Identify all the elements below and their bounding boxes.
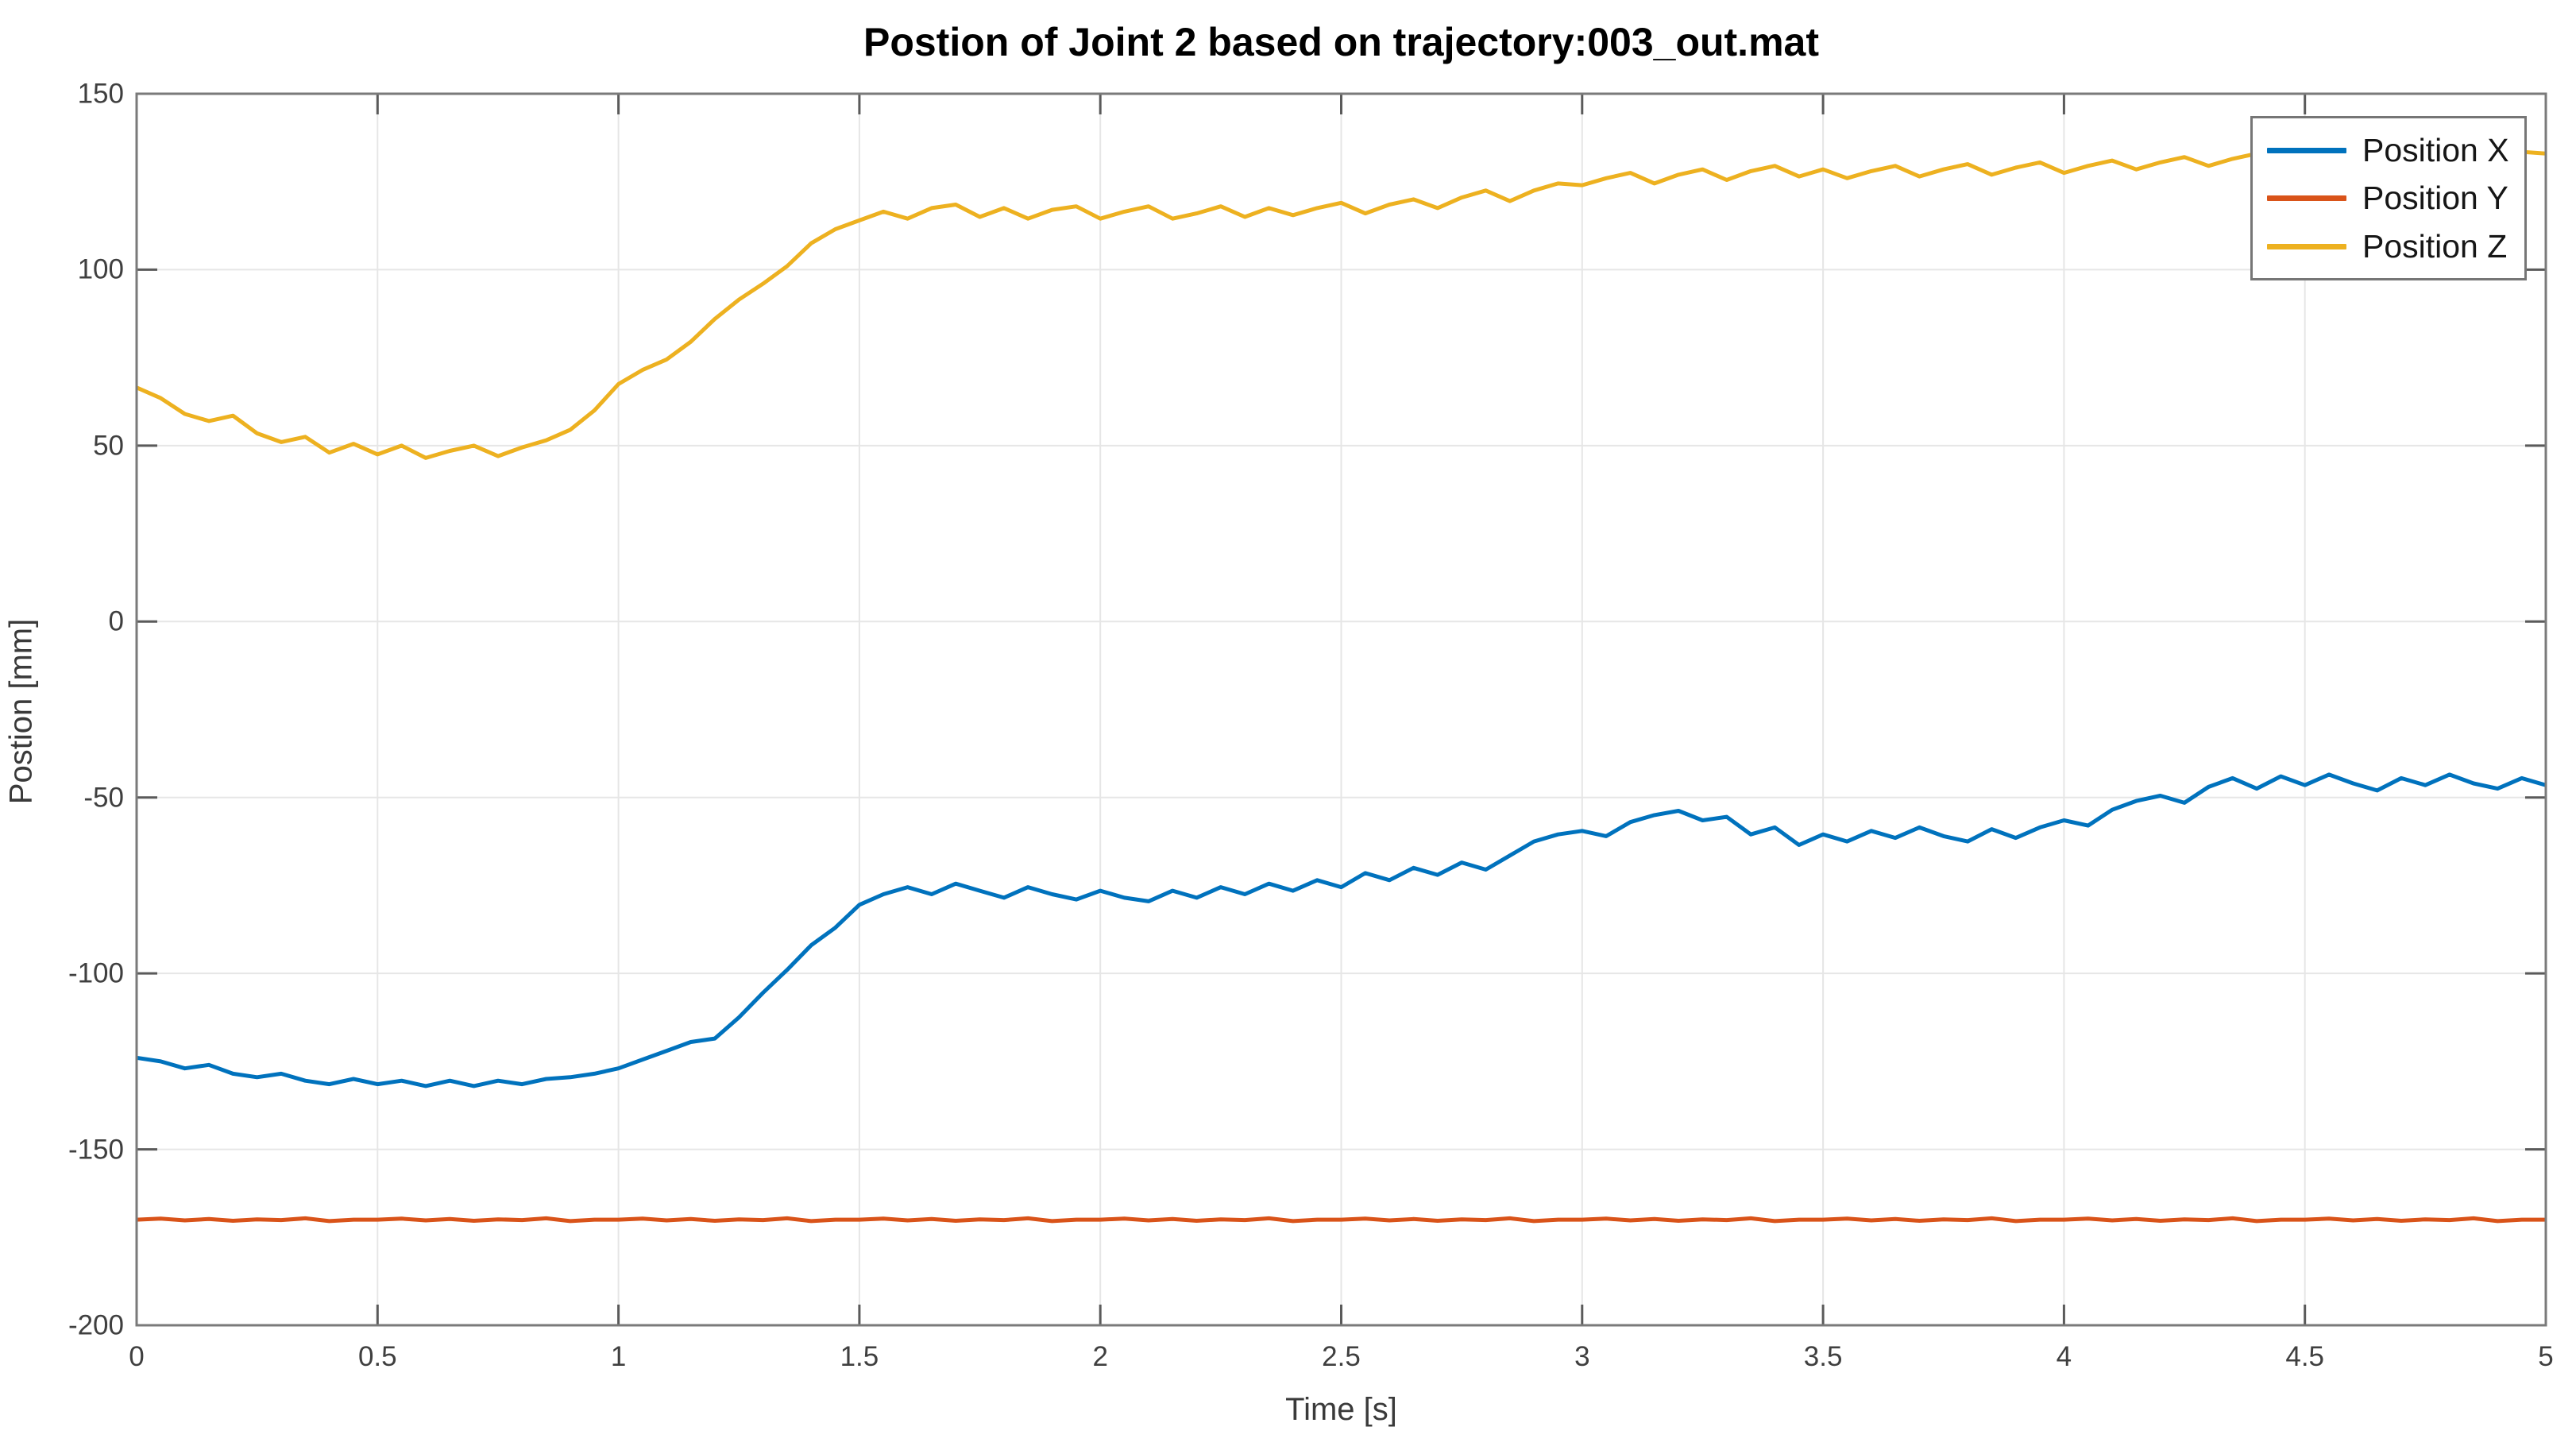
x-tick-label: 2.5 xyxy=(1322,1341,1361,1372)
series-line-position-y xyxy=(137,1216,2546,1224)
x-tick-label: 4.5 xyxy=(2285,1341,2325,1372)
y-tick-label: 0 xyxy=(108,605,124,637)
x-tick-label: 2 xyxy=(1092,1341,1108,1372)
y-tick-label: -200 xyxy=(68,1309,124,1341)
legend-label: Position Z xyxy=(2362,227,2508,265)
series-line-position-z xyxy=(137,146,2546,460)
y-tick-label: -50 xyxy=(83,782,124,814)
chart-title: Postion of Joint 2 based on trajectory:0… xyxy=(863,20,1819,64)
axes-box xyxy=(135,92,2547,1327)
legend-item-position-y: Position Y xyxy=(2267,182,2524,215)
position-x-line-swatch xyxy=(2267,147,2346,153)
y-tick-label: 150 xyxy=(77,78,124,110)
series-lines xyxy=(137,146,2546,1224)
legend-item-position-z: Position Z xyxy=(2267,230,2524,263)
position-z-line-swatch xyxy=(2267,243,2346,249)
legend-label: Position X xyxy=(2362,131,2509,168)
legend: Position X Position Y Position Z xyxy=(2250,116,2527,280)
x-tick-label: 4 xyxy=(2056,1341,2072,1372)
x-axis-label: Time [s] xyxy=(1285,1392,1397,1427)
gridlines xyxy=(136,93,2547,1326)
x-tick-label: 0 xyxy=(129,1341,145,1372)
y-tick-label: -100 xyxy=(68,957,124,989)
y-axis-label: Postion [mm] xyxy=(3,618,39,805)
x-tick-label: 0.5 xyxy=(357,1341,397,1372)
x-tick-label: 5 xyxy=(2538,1341,2554,1372)
legend-item-position-x: Position X xyxy=(2267,131,2524,168)
y-tick-label: 50 xyxy=(93,430,124,462)
y-tick-label: -150 xyxy=(68,1134,124,1166)
legend-label: Position Y xyxy=(2362,180,2508,216)
y-tick-label: 100 xyxy=(77,253,124,285)
position-y-line-swatch xyxy=(2267,195,2346,201)
x-tick-label: 3 xyxy=(1574,1341,1590,1372)
series-line-position-x xyxy=(137,772,2546,1088)
x-tick-label: 3.5 xyxy=(1803,1341,1843,1372)
x-tick-label: 1.5 xyxy=(840,1341,879,1372)
x-tick-label: 1 xyxy=(610,1341,627,1372)
